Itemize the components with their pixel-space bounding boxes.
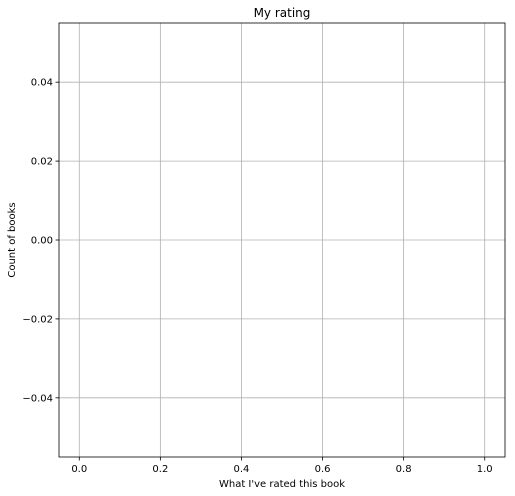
y-tick-label: −0.02 — [22, 314, 53, 325]
x-axis-title: What I've rated this book — [219, 479, 345, 490]
x-tick-label: 0.6 — [315, 464, 331, 475]
y-axis-title: Count of books — [7, 202, 18, 277]
x-tick-label: 0.8 — [396, 464, 412, 475]
y-tick-label: 0.02 — [31, 157, 53, 168]
y-tick-label: −0.04 — [22, 393, 53, 404]
chart-title: My rating — [254, 6, 311, 20]
y-axis-ticks: −0.04 −0.02 0.00 0.02 0.04 — [22, 78, 59, 404]
x-tick-label: 0.2 — [152, 464, 168, 475]
grid — [59, 23, 505, 457]
y-tick-label: 0.04 — [31, 78, 53, 89]
x-axis-ticks: 0.0 0.2 0.4 0.6 0.8 1.0 — [71, 457, 493, 475]
y-tick-label: 0.00 — [31, 236, 53, 247]
x-tick-label: 1.0 — [477, 464, 493, 475]
x-tick-label: 0.4 — [234, 464, 250, 475]
x-tick-label: 0.0 — [71, 464, 87, 475]
